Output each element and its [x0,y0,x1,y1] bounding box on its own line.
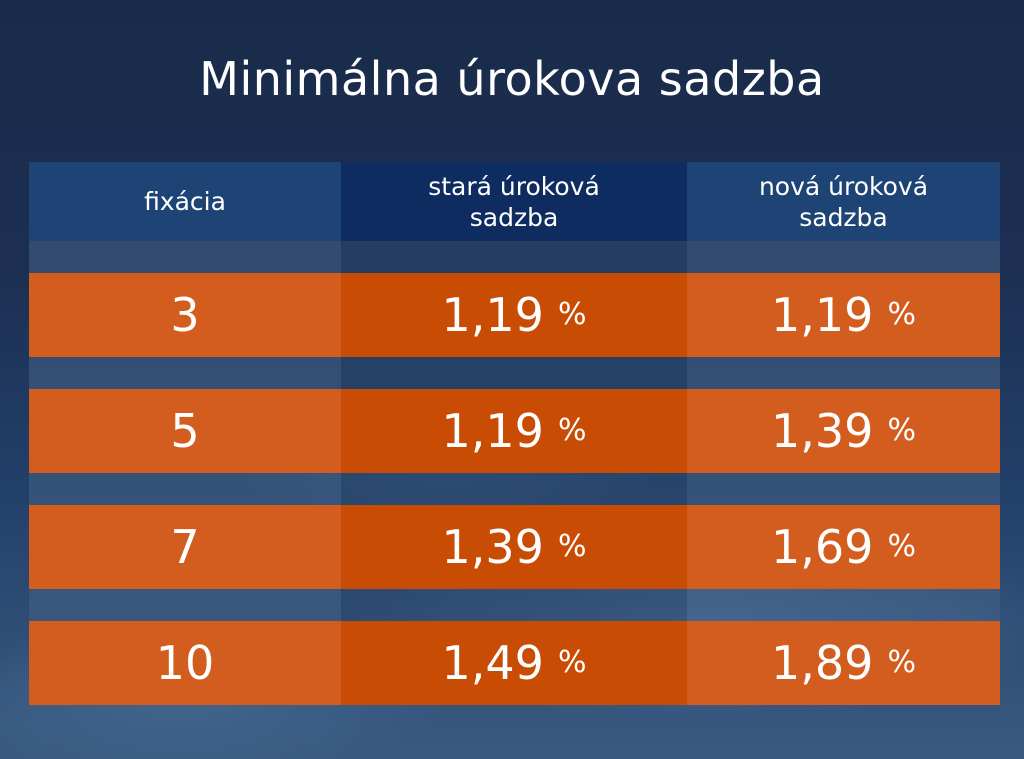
percent-sign: % [557,529,587,564]
header-old-rate-line-2: sadzba [469,202,559,232]
old-rate-cell: 1,49 % [341,621,687,705]
fixation-value: 7 [170,520,200,574]
page-title: Minimálna úrokova sadzba [199,52,825,106]
old-rate-value: 1,19 [441,404,544,458]
percent-sign: % [887,529,916,564]
new-rate-value: 1,39 [771,404,874,458]
row-separator [29,241,1000,273]
new-rate-value: 1,19 [771,288,874,342]
percent-sign: % [557,413,587,448]
header-new-rate: nová úroková sadzba [687,162,1000,241]
old-rate-cell: 1,19 % [341,273,687,357]
percent-sign: % [887,645,916,680]
fixation-value: 10 [155,636,215,690]
header-new-rate-line-2: sadzba [799,202,888,232]
fixation-cell: 5 [29,389,341,473]
old-rate-cell: 1,39 % [341,505,687,589]
old-rate-value: 1,19 [441,288,544,342]
new-rate-cell: 1,39 % [687,389,1000,473]
percent-sign: % [887,297,916,332]
percent-sign: % [557,645,587,680]
new-rate-value: 1,89 [771,636,874,690]
table-row: 3 1,19 % 1,19 % [29,273,1000,357]
fixation-value: 5 [170,404,200,458]
header-new-rate-line-1: nová úroková [758,171,929,201]
fixation-cell: 10 [29,621,341,705]
header-old-rate-line-1: stará úroková [428,171,600,201]
percent-sign: % [557,297,587,332]
interest-rate-table: fixácia stará úroková sadzba nová úrokov… [29,162,1000,705]
fixation-value: 3 [170,288,200,342]
row-separator [29,473,1000,505]
header-fixation: fixácia [29,162,341,241]
header-fixation-label: fixácia [144,187,226,216]
old-rate-value: 1,39 [441,520,544,574]
table-header: fixácia stará úroková sadzba nová úrokov… [29,162,1000,241]
row-separator [29,357,1000,389]
old-rate-cell: 1,19 % [341,389,687,473]
new-rate-cell: 1,19 % [687,273,1000,357]
new-rate-cell: 1,89 % [687,621,1000,705]
new-rate-cell: 1,69 % [687,505,1000,589]
table-row: 7 1,39 % 1,69 % [29,505,1000,589]
old-rate-value: 1,49 [441,636,544,690]
fixation-cell: 3 [29,273,341,357]
new-rate-value: 1,69 [771,520,874,574]
percent-sign: % [887,413,916,448]
fixation-cell: 7 [29,505,341,589]
header-old-rate: stará úroková sadzba [341,162,687,241]
table-row: 10 1,49 % 1,89 % [29,621,1000,705]
table-row: 5 1,19 % 1,39 % [29,389,1000,473]
row-separator [29,589,1000,621]
